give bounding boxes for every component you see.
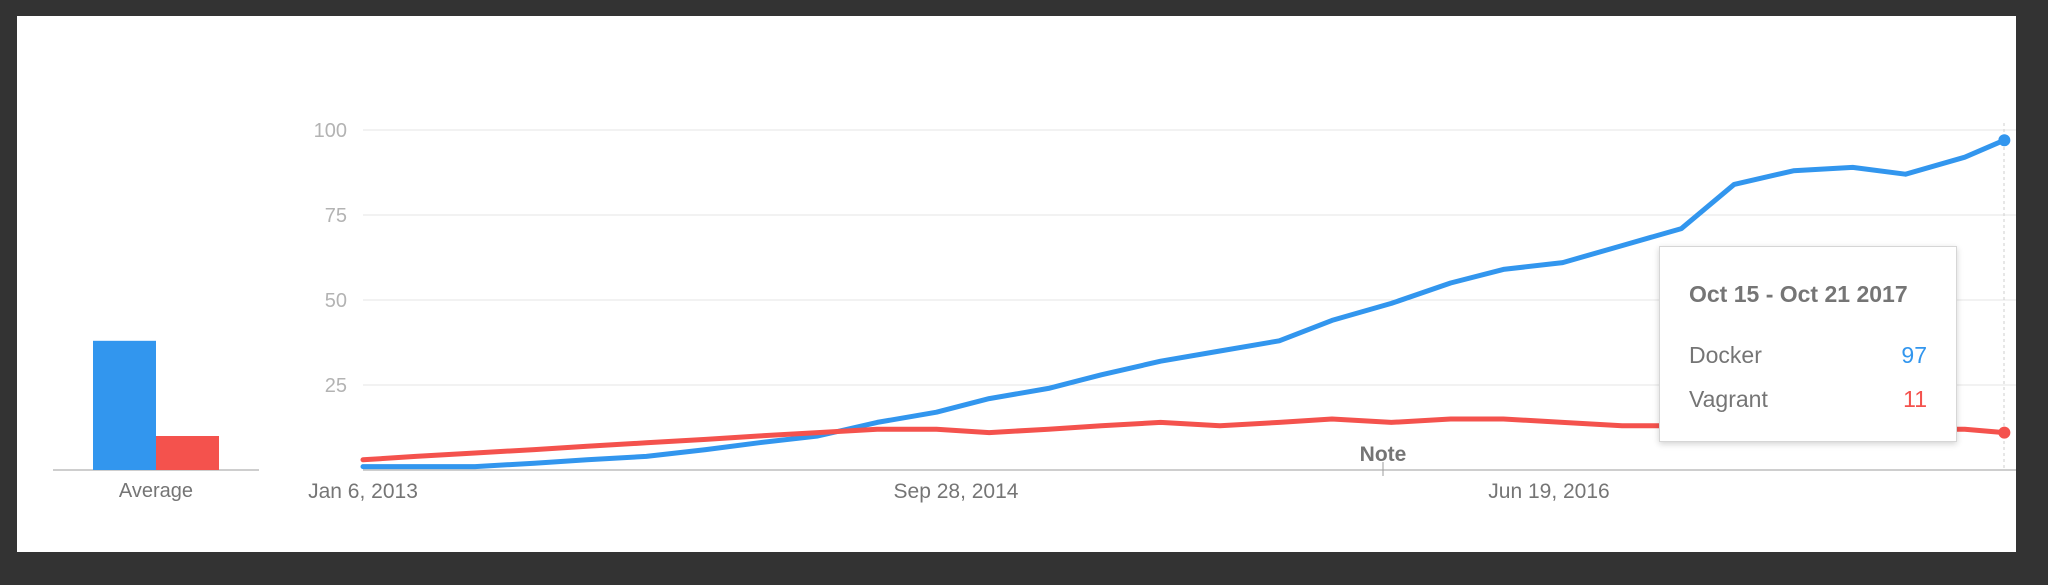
average-panel: Average [53,340,259,502]
tooltip-series-value: 97 [1901,342,1927,368]
hover-point-docker [1998,134,2011,147]
hover-tooltip: Oct 15 - Oct 21 2017 Docker 97 Vagrant 1… [1659,246,1957,442]
hover-point-vagrant [1998,426,2011,439]
tooltip-row-vagrant: Vagrant 11 [1689,386,1927,416]
average-bar-vagrant[interactable] [156,436,219,470]
x-tick-label: Sep 28, 2014 [894,480,1019,503]
x-tick-label: Jan 6, 2013 [308,480,418,503]
chart-frame: 25 50 75 100 Average Note Jan 6, 2013 Sep 2… [17,16,2016,552]
tooltip-series-name: Vagrant [1689,386,1768,412]
series-line-docker[interactable] [360,137,2007,470]
y-tick-label: 75 [325,205,347,227]
tooltip-row-docker: Docker 97 [1689,342,1927,372]
note-label[interactable]: Note [1360,443,1407,466]
tooltip-series-value: 11 [1903,386,1927,412]
hover-points [1998,134,2011,439]
tooltip-date-range: Oct 15 - Oct 21 2017 [1689,281,1908,307]
y-tick-label: 25 [325,375,347,397]
y-tick-label: 100 [314,120,347,142]
tooltip-series-name: Docker [1689,342,1762,368]
axes: Note Jan 6, 2013 Sep 28, 2014 Jun 19, 20… [308,443,2016,503]
x-tick-label: Jun 19, 2016 [1488,480,1609,503]
average-bar-docker[interactable] [93,340,156,470]
trends-chart: 25 50 75 100 Average Note Jan 6, 2013 Sep 2… [53,120,2016,503]
average-label: Average [119,480,193,502]
y-tick-label: 50 [325,290,347,312]
